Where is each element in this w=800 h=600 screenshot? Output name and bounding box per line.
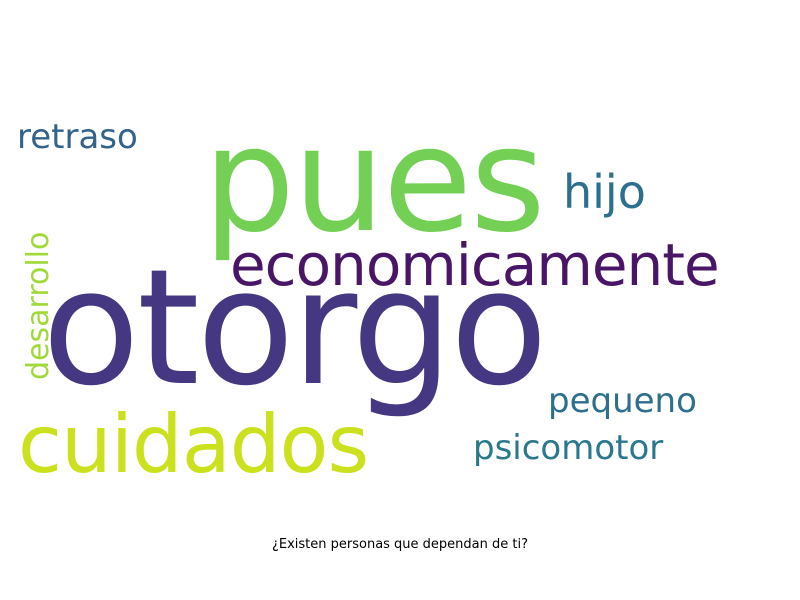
word-retraso: retraso [17,117,138,157]
word-hijo: hijo [563,165,646,219]
caption: ¿Existen personas que dependan de ti? [271,537,529,552]
word-desarrollo: desarrollo [21,231,56,380]
word-cuidados: cuidados [18,398,369,491]
word-psicomotor: psicomotor [473,428,664,468]
word-otorgo: otorgo [42,234,548,421]
word-pues: pues [203,96,546,265]
word-pequeno: pequeno [548,381,697,421]
word-economicamente: economicamente [230,231,720,299]
